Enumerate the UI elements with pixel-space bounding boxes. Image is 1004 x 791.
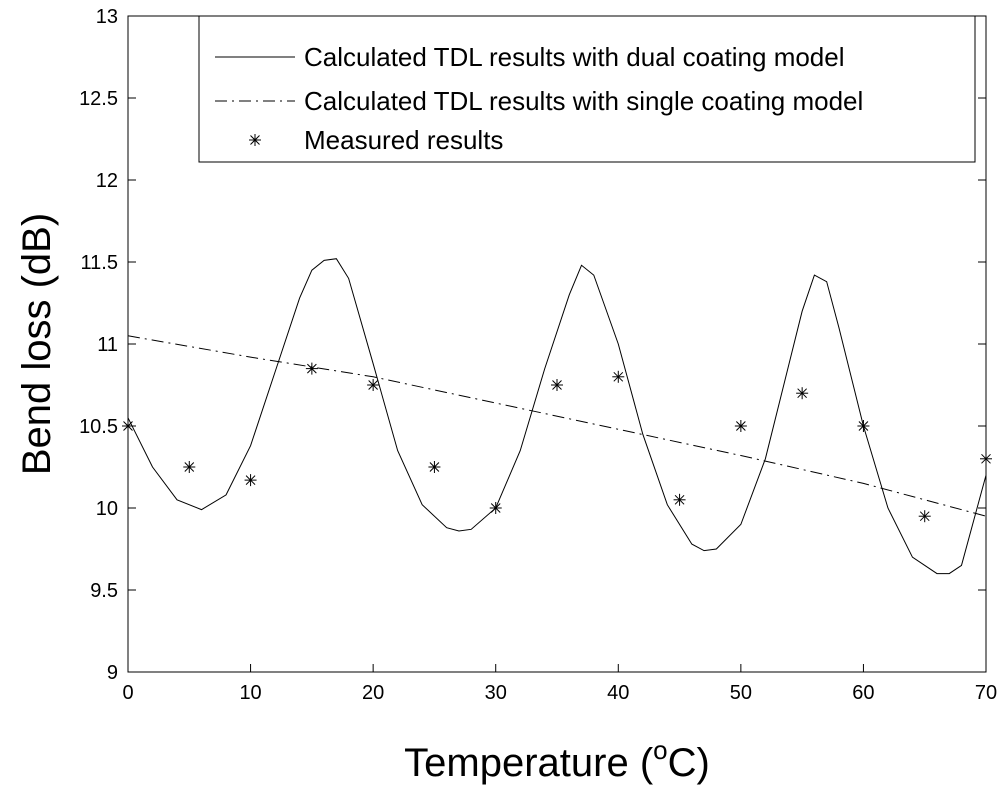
- measured-point: [918, 510, 931, 523]
- x-tick-label: 50: [730, 682, 752, 704]
- legend-label-measured: Measured results: [304, 125, 503, 155]
- y-tick-label: 11: [97, 334, 118, 356]
- measured-point: [551, 379, 563, 391]
- x-axis-title: Temperature (oC): [404, 735, 710, 785]
- series-line-1: [127, 335, 987, 517]
- legend: Calculated TDL results with dual coating…: [198, 15, 976, 163]
- x-tick-label: 20: [362, 682, 384, 704]
- y-tick-label: 10.5: [79, 416, 118, 438]
- measured-point: [980, 452, 992, 465]
- y-tick-label: 9: [107, 662, 118, 684]
- measured-point: [244, 474, 257, 487]
- legend-box: [198, 15, 976, 163]
- measured-point: [183, 461, 196, 473]
- x-tick-label: 60: [852, 682, 874, 704]
- measured-point: [673, 493, 686, 506]
- x-tick-label: 10: [239, 682, 261, 704]
- series-line-0: [127, 258, 987, 575]
- measured-point: [489, 502, 502, 514]
- legend-swatch-measured: [249, 134, 261, 146]
- y-axis-title: Bend loss (dB): [15, 213, 59, 475]
- measured-point: [612, 370, 625, 383]
- measured-point: [734, 420, 747, 432]
- measured-point: [122, 420, 134, 432]
- measured-point: [796, 387, 809, 400]
- axis-ticks: 0 10 20 30 40 50 60 70 9 9.5 10 10.5 11 11.5 12 12.5 13: [79, 6, 997, 704]
- y-tick-label: 13: [96, 6, 118, 28]
- x-tick-label: 70: [975, 682, 997, 704]
- y-tick-label: 11.5: [81, 252, 118, 274]
- legend-label-dual: Calculated TDL results with dual coating…: [304, 42, 845, 72]
- x-tick-label: 0: [122, 682, 133, 704]
- measured-point: [857, 420, 870, 432]
- series-layer: [122, 258, 992, 575]
- y-tick-label: 12: [96, 170, 118, 192]
- x-tick-label: 30: [485, 682, 507, 704]
- y-tick-label: 12.5: [79, 88, 118, 110]
- y-tick-label: 9.5: [90, 580, 118, 602]
- measured-point: [367, 379, 380, 391]
- measured-point: [428, 461, 441, 473]
- legend-label-single: Calculated TDL results with single coati…: [304, 86, 863, 116]
- y-tick-label: 10: [96, 498, 118, 520]
- measured-point: [305, 362, 318, 375]
- x-tick-label: 40: [607, 682, 629, 704]
